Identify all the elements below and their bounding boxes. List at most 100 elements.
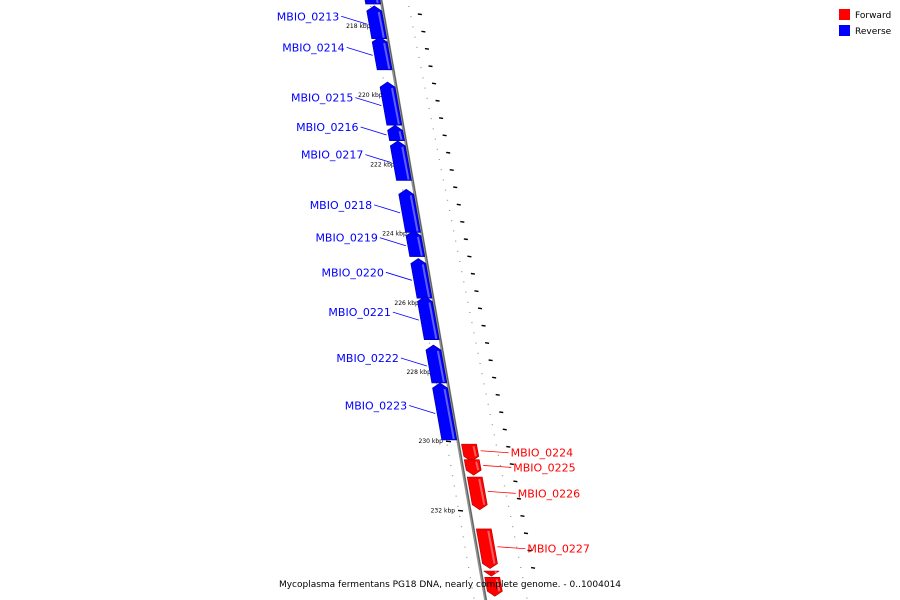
- minor-tick: [460, 526, 463, 528]
- outer-scale-tick: [492, 376, 497, 379]
- gene-label: MBIO_0221: [328, 306, 390, 319]
- minor-tick: [420, 67, 422, 69]
- minor-tick: [457, 250, 459, 252]
- tick-label: 220 kbp: [358, 92, 383, 99]
- minor-tick: [463, 281, 465, 283]
- gene-label: MBIO_0224: [511, 447, 573, 460]
- gene-highlight: [391, 87, 400, 125]
- minor-tick: [520, 567, 522, 568]
- gene-mbio_0223: [409, 382, 458, 441]
- minor-tick: [481, 373, 483, 375]
- major-tick: [445, 440, 452, 443]
- minor-tick: [455, 495, 457, 497]
- minor-tick: [436, 148, 438, 150]
- minor-tick: [483, 383, 485, 385]
- minor-tick: [418, 57, 420, 58]
- gene-highlight: [472, 445, 477, 457]
- minor-tick: [485, 393, 487, 395]
- minor-tick: [370, 6, 372, 7]
- minor-tick: [438, 159, 441, 160]
- gene-mbio_0216: [360, 124, 405, 142]
- gene-arrow: [463, 459, 482, 476]
- gene-mbio_0222: [400, 344, 448, 384]
- gene-leader-line: [392, 311, 419, 321]
- gene-leader-line: [487, 490, 516, 494]
- gene-highlight: [478, 478, 486, 505]
- minor-tick: [477, 352, 479, 354]
- gene-label: MBIO_0215: [291, 92, 353, 105]
- legend-item-reverse: Reverse: [839, 25, 892, 37]
- minor-tick: [450, 465, 452, 466]
- backbone-edge: [381, 0, 487, 600]
- gene-label: MBIO_0220: [321, 266, 383, 279]
- gene-mbio_0215: [355, 81, 403, 126]
- outer-scale-tick: [460, 220, 465, 223]
- gene-leader-line: [355, 97, 382, 106]
- minor-tick: [442, 179, 445, 181]
- legend-label-forward: Forward: [855, 11, 891, 21]
- gene-leader-line: [385, 271, 413, 281]
- gene-labels: MBIO_0212MBIO_0213MBIO_0214MBIO_0215MBIO…: [277, 10, 590, 555]
- minor-tick: [459, 516, 461, 517]
- outer-scale-tick: [523, 532, 529, 535]
- minor-tick: [522, 577, 524, 579]
- gene-arrow: [475, 528, 498, 569]
- outer-scale-tick: [470, 272, 476, 275]
- gene-label: MBIO_0219: [315, 232, 377, 245]
- minor-tick: [511, 526, 514, 528]
- gene-mbio_0226: [466, 476, 516, 511]
- minor-tick: [408, 6, 410, 7]
- minor-tick: [479, 363, 481, 364]
- gene-leader-line: [346, 47, 373, 56]
- minor-tick: [432, 128, 434, 130]
- gene-leader-line: [379, 237, 406, 247]
- outer-scale-tick: [421, 30, 426, 33]
- minor-tick: [493, 434, 495, 436]
- gene-highlight: [436, 350, 445, 383]
- gene-label: MBIO_0222: [336, 352, 398, 365]
- gene-track: [341, 0, 526, 597]
- gene-leader-line: [400, 357, 427, 367]
- minor-tick: [416, 46, 418, 48]
- outer-scale-tick: [495, 393, 500, 396]
- gene-highlight: [421, 264, 431, 298]
- gene-highlight: [428, 302, 438, 339]
- gene-mbio_0212: [364, 0, 382, 5]
- gene-label: MBIO_0217: [301, 149, 363, 162]
- minor-tick: [382, 77, 384, 79]
- minor-tick: [469, 312, 471, 313]
- outer-scale-tick: [530, 566, 536, 569]
- minor-tick: [440, 169, 443, 171]
- outer-scale-tick: [446, 151, 451, 154]
- minor-tick: [465, 291, 467, 293]
- legend-label-reverse: Reverse: [855, 27, 892, 37]
- gene-leader-line: [341, 15, 368, 25]
- gene-highlight: [475, 461, 480, 471]
- minor-tick: [491, 424, 493, 426]
- gene-highlight: [409, 195, 419, 232]
- minor-tick: [461, 271, 463, 273]
- minor-tick: [501, 475, 504, 477]
- minor-tick: [499, 465, 502, 466]
- minor-tick: [448, 210, 451, 211]
- gene-label: MBIO_0213: [277, 10, 339, 23]
- outer-scale-tick: [463, 238, 468, 241]
- tick-label: 224 kbp: [382, 231, 407, 238]
- gene-mbio_0225: [463, 459, 512, 476]
- minor-tick: [457, 505, 459, 507]
- gene-mbio_0227: [475, 528, 526, 569]
- gene-mbio_0218: [374, 188, 421, 233]
- outer-scale-tick: [477, 307, 483, 310]
- outer-scale-tick: [484, 342, 490, 344]
- legend-swatch-forward: [839, 9, 850, 20]
- gene-highlight: [487, 530, 496, 564]
- gene-label: MBIO_0223: [345, 400, 407, 413]
- minor-tick: [487, 403, 489, 405]
- minor-tick: [467, 301, 469, 303]
- minor-tick: [526, 597, 528, 599]
- outer-scale-tick: [520, 515, 525, 517]
- outer-scale-tick: [488, 359, 493, 362]
- minor-tick: [451, 475, 454, 477]
- minor-tick: [454, 240, 457, 242]
